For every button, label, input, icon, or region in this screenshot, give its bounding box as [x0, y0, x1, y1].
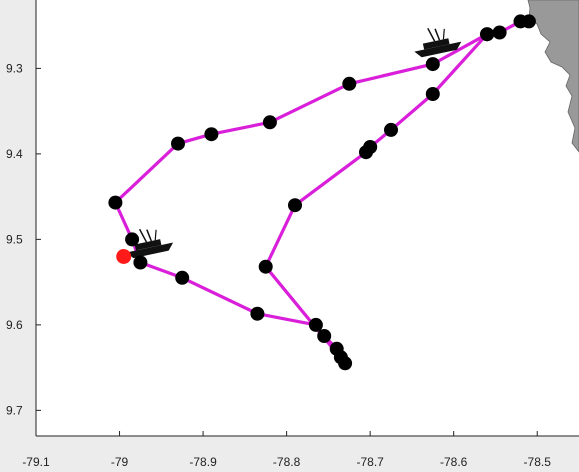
x-tick-label: -78.8: [273, 455, 301, 469]
track-point: [317, 329, 332, 343]
x-tick-label: -79.1: [22, 455, 50, 469]
track-point: [125, 232, 140, 247]
track-line: [113, 19, 529, 365]
x-tick-label: -78.7: [356, 455, 384, 469]
track-point: [425, 57, 440, 72]
track-point: [338, 356, 353, 371]
x-tick-label: -78.5: [524, 455, 552, 469]
boat-icon: [126, 228, 174, 259]
points-layer: [108, 14, 536, 371]
axes-layer: [35, 0, 579, 437]
x-tick-label: -78.6: [440, 455, 468, 469]
track-layer: [113, 19, 529, 365]
track-point: [133, 255, 148, 270]
y-tick-label: 9.6: [6, 318, 23, 332]
track-point: [513, 14, 528, 29]
track-point: [342, 76, 357, 91]
track-point: [288, 198, 302, 213]
track-point: [308, 317, 323, 332]
plot-background: [36, 0, 579, 436]
track-point: [425, 87, 440, 101]
x-tick-label: -78.9: [189, 455, 217, 469]
track-point: [480, 27, 495, 42]
y-tick-label: 9.7: [6, 403, 23, 417]
track-point: [175, 270, 190, 285]
track-point: [204, 127, 219, 142]
y-tick-label: 9.3: [6, 61, 23, 75]
track-point: [171, 136, 185, 151]
icon-layer: [126, 27, 462, 259]
y-tick-label: 9.4: [6, 147, 23, 161]
track-point: [262, 115, 277, 130]
track-point: [258, 259, 273, 274]
track-point: [384, 122, 398, 137]
track-point: [250, 306, 265, 321]
track-point: [363, 140, 378, 154]
track-point: [492, 25, 507, 40]
y-tick-label: 9.5: [6, 232, 23, 246]
boat-icon: [414, 27, 462, 58]
ticks-layer: -79.1 -79 -78.9 -78.8 -78.7 -78.6 -78.5 9.3 9.4 9…: [6, 61, 551, 469]
track-point: [108, 195, 123, 210]
x-tick-label: -79: [111, 455, 129, 469]
highlight-point: [116, 249, 132, 264]
